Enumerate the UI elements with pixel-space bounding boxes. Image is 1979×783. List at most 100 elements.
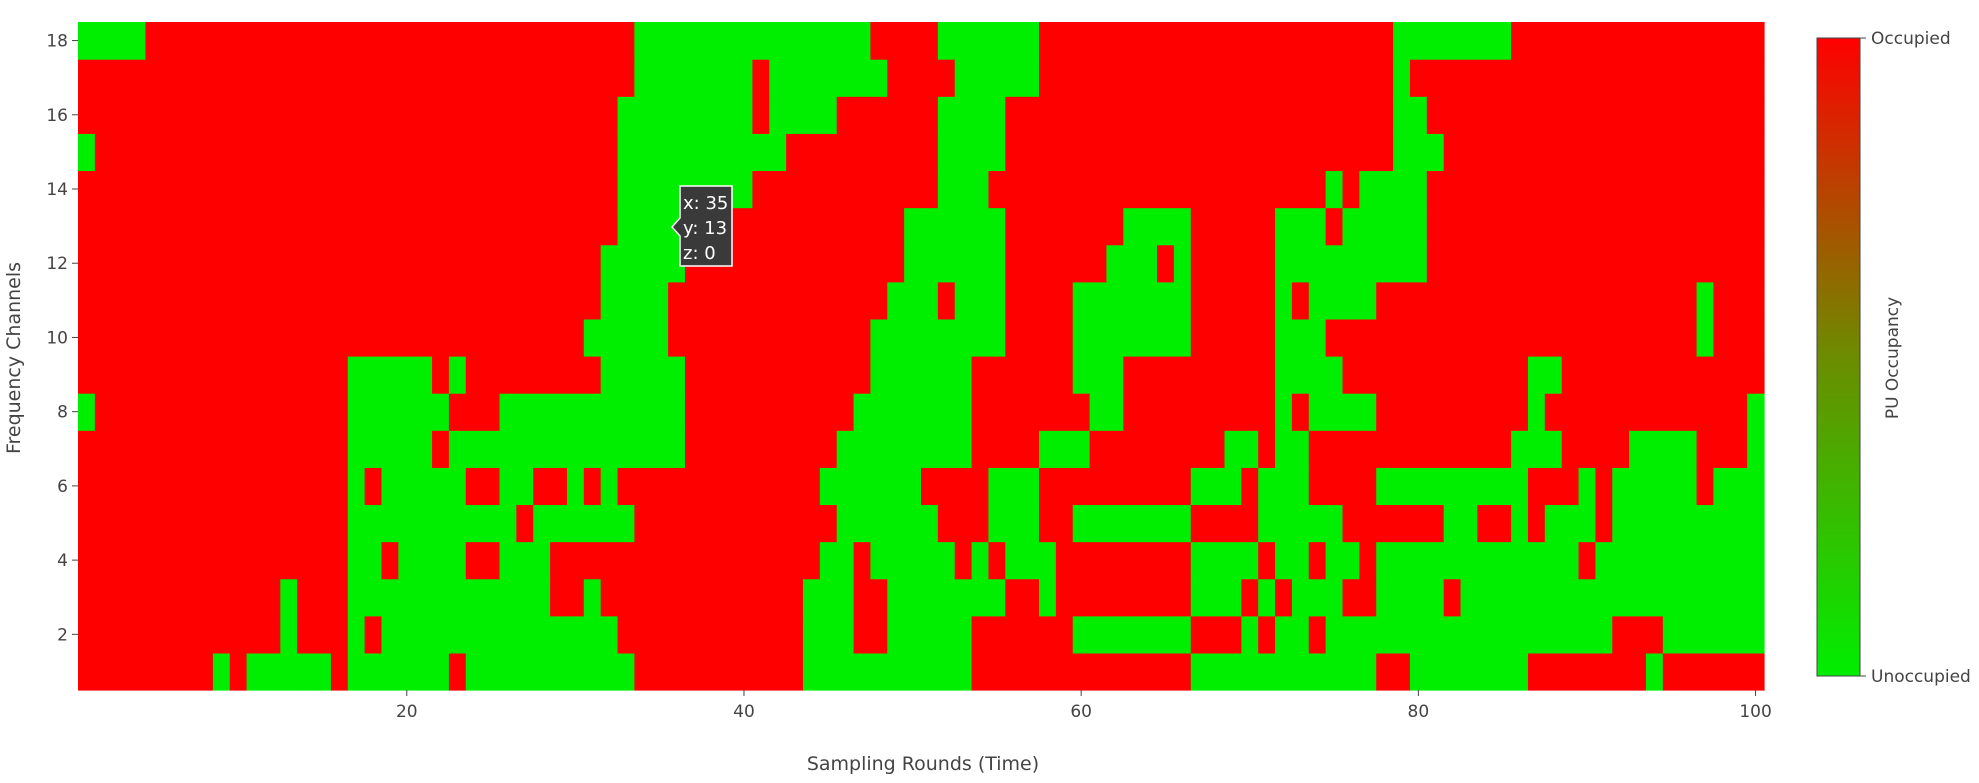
- heatmap-cell-run: [1173, 244, 1192, 283]
- heatmap-cell-run: [802, 615, 855, 654]
- heatmap-cell-run: [1342, 170, 1360, 209]
- heatmap-cell-run: [347, 615, 366, 654]
- heatmap-cell-run: [78, 430, 349, 468]
- heatmap-cell-run: [1005, 578, 1040, 617]
- heatmap-cell-run: [448, 393, 501, 431]
- heatmap-cell-run: [1426, 96, 1765, 134]
- heatmap-cell-run: [297, 615, 349, 654]
- heatmap-cell-run: [1258, 467, 1310, 506]
- heatmap-cell-run: [465, 652, 635, 691]
- heatmap-cell-run: [1123, 393, 1276, 431]
- heatmap-cell-run: [533, 504, 635, 543]
- heatmap-cell-run: [1426, 170, 1765, 209]
- x-tick-label: 60: [1070, 702, 1092, 722]
- heatmap-cell-run: [1544, 504, 1596, 543]
- heatmap-cell-run: [937, 133, 1006, 172]
- y-tick-label: 8: [57, 403, 68, 423]
- heatmap-cells: [78, 22, 1765, 691]
- heatmap-cell-run: [1409, 59, 1765, 97]
- heatmap-cell-run: [465, 356, 602, 394]
- heatmap-cell-run: [853, 541, 872, 580]
- heatmap-cell-run: [1039, 22, 1394, 60]
- y-tick-label: 18: [46, 32, 68, 52]
- heatmap-cell-run: [1342, 207, 1428, 246]
- heatmap-cell-run: [1291, 578, 1344, 617]
- heatmap-cell-run: [398, 541, 467, 580]
- heatmap-cell-run: [1308, 393, 1377, 431]
- heatmap-cell-run: [988, 170, 1327, 209]
- heatmap-cell-run: [617, 133, 787, 172]
- hover-tooltip: x: 35 y: 13 z: 0: [670, 185, 733, 267]
- heatmap-cell-run: [617, 615, 804, 654]
- heatmap-cell-run: [1308, 467, 1377, 506]
- heatmap-cell-run: [78, 393, 96, 431]
- heatmap-cell-run: [1376, 541, 1580, 580]
- heatmap-cell-run: [78, 615, 281, 654]
- x-tick-label: 20: [396, 702, 418, 722]
- heatmap-cell-run: [1595, 467, 1613, 506]
- heatmap-cell-run: [78, 170, 619, 209]
- heatmap-cell-run: [347, 504, 517, 543]
- heatmap-cell-run: [1190, 318, 1276, 357]
- heatmap-cell-run: [533, 467, 568, 506]
- heatmap-cell-run: [921, 467, 990, 506]
- heatmap-cell-run: [1511, 504, 1529, 543]
- heatmap-cell-run: [1393, 59, 1411, 97]
- heatmap-cell-run: [330, 652, 349, 691]
- heatmap-cell-run: [1325, 541, 1360, 580]
- heatmap-cell-run: [1696, 281, 1715, 320]
- heatmap-cell-run: [1055, 541, 1192, 580]
- heatmap-cell-run: [1005, 541, 1057, 580]
- heatmap-cell-run: [1713, 467, 1731, 506]
- heatmap-cell-run: [465, 541, 501, 580]
- heatmap-cell-run: [1645, 504, 1765, 543]
- heatmap-cell-run: [78, 133, 96, 172]
- heatmap-cell-run: [229, 652, 248, 691]
- heatmap-cell-run: [1376, 467, 1529, 506]
- heatmap-cell-run: [448, 356, 467, 394]
- heatmap-cell-run: [297, 652, 315, 691]
- heatmap-cell-run: [1376, 393, 1529, 431]
- heatmap-cell-run: [988, 467, 1040, 506]
- heatmap-cell-run: [1190, 207, 1276, 246]
- heatmap-cell-run: [937, 504, 990, 543]
- heatmap-cell-run: [347, 578, 551, 617]
- heatmap-cell-run: [836, 96, 939, 134]
- heatmap-cell-run: [1039, 467, 1192, 506]
- heatmap-cell-run: [1241, 578, 1259, 617]
- heatmap-cell-run: [1561, 430, 1630, 468]
- y-tick-label: 14: [46, 180, 68, 200]
- heatmap-cell-run: [1190, 541, 1259, 580]
- y-axis-title: Frequency Channels: [3, 262, 25, 454]
- heatmap-cell-run: [78, 22, 147, 60]
- heatmap-cell-run: [1730, 467, 1765, 506]
- heatmap-cell-run: [600, 356, 686, 394]
- heatmap-cell-run: [78, 207, 619, 246]
- heatmap-cell-run: [1190, 281, 1276, 320]
- heatmap-cell-run: [1190, 244, 1276, 283]
- heatmap-cell-run: [246, 652, 298, 691]
- heatmap-cell-run: [583, 318, 669, 357]
- heatmap-cell-run: [1258, 504, 1344, 543]
- heatmap-cell-run: [1275, 207, 1327, 246]
- y-tick-label: 2: [57, 625, 68, 645]
- heatmap-cell-run: [1342, 578, 1377, 617]
- heatmap-cell-run: [904, 207, 1006, 246]
- heatmap-cell-run: [347, 430, 433, 468]
- heatmap-cell-run: [1005, 244, 1108, 283]
- heatmap-cell-run: [1072, 615, 1192, 654]
- heatmap-cell-run: [1578, 541, 1596, 580]
- heatmap-cell-run: [516, 504, 534, 543]
- heatmap-cell-run: [752, 170, 939, 209]
- heatmap-cell-run: [78, 318, 585, 357]
- heatmap-cell-run: [1072, 281, 1192, 320]
- heatmap-cell-run: [1005, 133, 1394, 172]
- heatmap-cell-run: [364, 615, 383, 654]
- heatmap-cell-run: [1308, 281, 1377, 320]
- heatmap-cell-run: [1511, 430, 1563, 468]
- heatmap-cell-run: [1106, 244, 1158, 283]
- heatmap-cell-run: [1089, 393, 1124, 431]
- heatmap-cell-run: [448, 652, 467, 691]
- heatmap-cell-run: [971, 652, 1192, 691]
